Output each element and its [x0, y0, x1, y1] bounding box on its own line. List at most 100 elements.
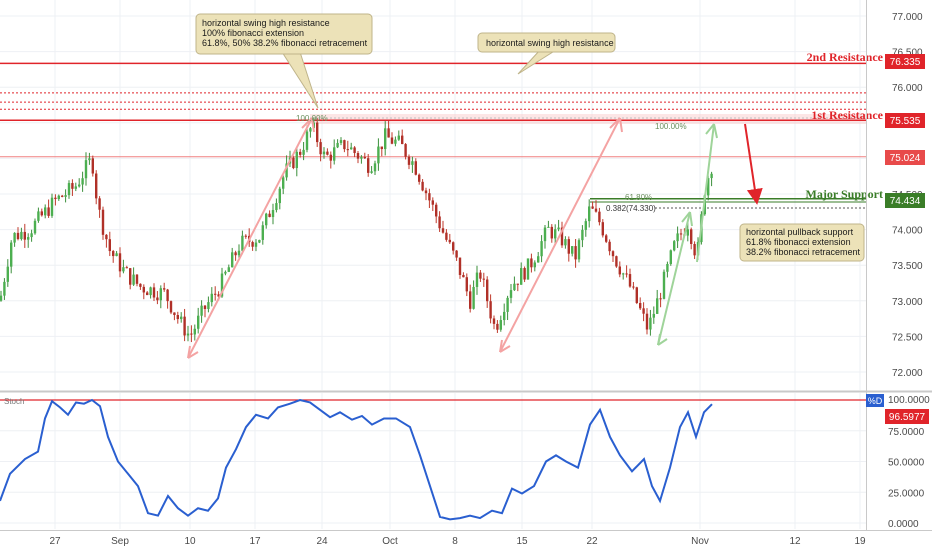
candle-body — [584, 221, 587, 230]
candle-body — [108, 239, 111, 252]
candle-body — [428, 193, 431, 201]
price-badge-1st-resistance: 75.535 — [885, 113, 925, 128]
candle-body — [44, 207, 47, 216]
time-tick-label: Nov — [691, 536, 709, 547]
candle-body — [16, 232, 20, 240]
time-tick-label: 15 — [516, 536, 528, 547]
candle-body — [384, 128, 387, 150]
swing-arrow-green-2 — [696, 123, 715, 263]
candle-body — [588, 206, 591, 222]
candle-body — [251, 242, 254, 247]
candle-body — [591, 206, 594, 209]
candle-body — [10, 242, 13, 267]
swing-arrow-down-2-head — [499, 339, 511, 353]
candle-body — [418, 174, 421, 182]
candle-body — [707, 178, 710, 196]
candle-body — [380, 146, 383, 150]
candle-body — [13, 232, 16, 243]
candle-body — [605, 235, 608, 242]
candle-body — [67, 183, 71, 196]
price-tick-label: 72.000 — [892, 368, 923, 379]
candle-body — [639, 303, 642, 309]
candle-body — [414, 161, 417, 175]
candle-body — [197, 315, 200, 329]
candle-body — [220, 273, 224, 297]
time-tick-label: Sep — [111, 536, 129, 547]
candle-body — [333, 147, 336, 161]
candle-body — [676, 233, 679, 242]
candle-body — [557, 227, 560, 230]
candle-body — [424, 190, 428, 194]
candle-body — [356, 153, 360, 159]
level-name-2nd-resistance: 2nd Resistance — [807, 50, 884, 64]
candle-body — [421, 181, 424, 191]
candle-body — [112, 251, 115, 257]
candle-body — [462, 274, 465, 278]
candle-body — [0, 295, 3, 301]
candle-body — [533, 262, 536, 268]
candle-body — [40, 211, 43, 216]
swing-arrow-up-2 — [499, 117, 621, 353]
candle-body — [207, 302, 210, 309]
candle-body — [343, 140, 346, 150]
oscillator-current-badge-bg — [885, 409, 929, 424]
candle-body — [479, 272, 482, 279]
candle-body — [234, 252, 237, 256]
osc-tick-label-100: 100.0000 — [888, 395, 930, 406]
price-tick-label: 77.000 — [892, 12, 923, 23]
candle-body — [656, 298, 659, 314]
time-tick-label: 27 — [49, 536, 61, 547]
price-tick-label: 74.000 — [892, 226, 923, 237]
candle-body — [475, 272, 479, 287]
candle-body — [115, 253, 118, 257]
price-badge-current-bg — [885, 150, 925, 165]
candle-body — [659, 298, 662, 300]
oscillator-d-badge-text: %D — [868, 396, 883, 406]
candle-body — [482, 278, 485, 280]
candle-body — [577, 240, 581, 260]
candle-body — [271, 210, 275, 218]
candle-body — [37, 211, 40, 221]
annotation-1-box — [195, 13, 373, 55]
candle-body — [329, 154, 332, 161]
candle-body — [397, 135, 400, 140]
candle-body — [611, 251, 615, 257]
candle-body — [64, 195, 67, 197]
candle-body — [353, 147, 356, 154]
candle-body — [622, 273, 625, 275]
candle-body — [360, 156, 363, 159]
candle-body — [550, 226, 553, 239]
candle-body — [125, 267, 128, 269]
annotation-3-line-2: 61.8% fibonacci extension — [746, 237, 851, 247]
candle-body — [336, 142, 339, 148]
candle-body — [163, 288, 166, 290]
main-pane-background — [0, 0, 866, 390]
candle-body — [625, 273, 628, 275]
candle-body — [526, 258, 530, 280]
candle-body — [132, 274, 135, 285]
annotation-3-line-1: horizontal pullback support — [746, 227, 854, 237]
candle-body — [669, 250, 672, 265]
candle-body — [339, 140, 343, 143]
level-name-1st-resistance: 1st Resistance — [811, 108, 883, 122]
candle-body — [567, 239, 570, 254]
annotation-1-line-1: horizontal swing high resistance — [202, 18, 330, 28]
candle-body — [693, 243, 696, 256]
candle-body — [278, 188, 281, 204]
osc-tick-label: 0.0000 — [888, 519, 919, 530]
candle-body — [530, 258, 533, 268]
candle-body — [710, 173, 713, 179]
candle-body — [387, 128, 390, 138]
candle-body — [200, 305, 203, 316]
price-badge-current: 75.024 — [885, 150, 925, 165]
candle-body — [489, 301, 492, 319]
candle-body — [237, 250, 241, 256]
candle-body — [448, 239, 451, 243]
candle-body — [169, 301, 173, 313]
candle-body — [180, 316, 183, 320]
annotation-3: horizontal pullback support 61.8% fibona… — [739, 223, 865, 262]
candle-body — [118, 253, 122, 272]
candle-body — [401, 135, 404, 145]
candle-body — [282, 177, 285, 189]
level-name-major-support: Major Support — [806, 187, 883, 201]
